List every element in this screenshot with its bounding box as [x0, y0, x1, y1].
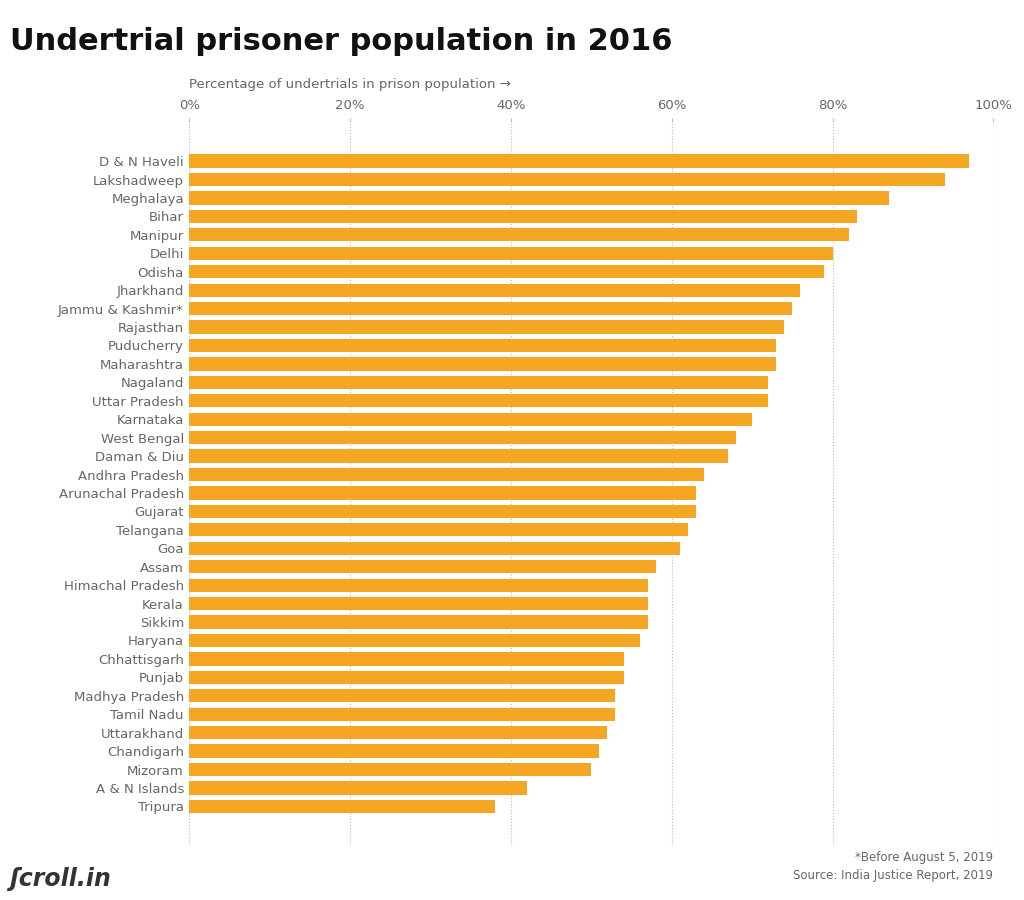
Bar [189, 338, 776, 352]
Bar [189, 689, 615, 702]
Bar [189, 468, 703, 482]
Text: ʃcroll.in: ʃcroll.in [10, 867, 112, 891]
Bar [189, 670, 624, 684]
Bar [189, 505, 696, 518]
Text: *Before August 5, 2019: *Before August 5, 2019 [855, 850, 993, 863]
Bar [189, 560, 655, 573]
Bar [189, 800, 495, 813]
Bar [189, 449, 728, 463]
Bar [189, 155, 969, 167]
Text: Undertrial prisoner population in 2016: Undertrial prisoner population in 2016 [10, 27, 673, 56]
Bar [189, 579, 647, 592]
Bar [189, 266, 824, 278]
Bar [189, 320, 784, 334]
Bar [189, 357, 776, 371]
Bar [189, 763, 591, 776]
Text: Source: India Justice Report, 2019: Source: India Justice Report, 2019 [794, 868, 993, 881]
X-axis label: Percentage of undertrials in prison population →: Percentage of undertrials in prison popu… [189, 78, 511, 92]
Bar [189, 431, 736, 445]
Bar [189, 726, 607, 739]
Bar [189, 542, 680, 555]
Bar [189, 523, 688, 536]
Bar [189, 375, 768, 389]
Bar [189, 634, 640, 647]
Bar [189, 744, 599, 758]
Bar [189, 284, 801, 297]
Bar [189, 394, 768, 408]
Bar [189, 302, 793, 315]
Bar [189, 652, 624, 666]
Bar [189, 707, 615, 721]
Bar [189, 412, 752, 426]
Bar [189, 597, 647, 610]
Bar [189, 229, 849, 241]
Bar [189, 173, 945, 186]
Bar [189, 192, 889, 204]
Bar [189, 781, 527, 795]
Bar [189, 210, 857, 223]
Bar [189, 486, 696, 500]
Bar [189, 247, 833, 260]
Bar [189, 616, 647, 629]
